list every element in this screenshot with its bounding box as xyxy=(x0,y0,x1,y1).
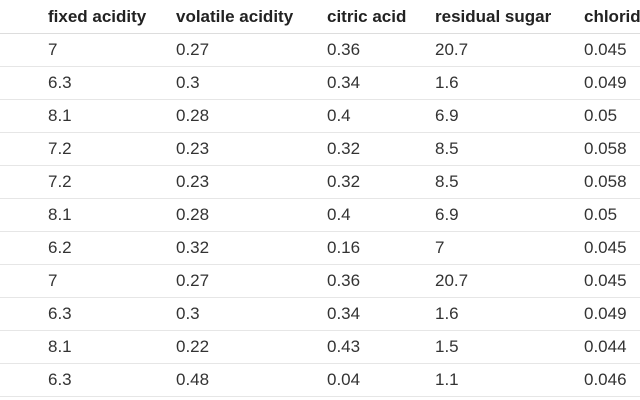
table-cell: 0.32 xyxy=(319,165,427,199)
row-index-cell xyxy=(0,297,40,331)
table-cell: 6.9 xyxy=(427,99,576,133)
row-index-cell xyxy=(0,330,40,364)
table-cell: 6.3 xyxy=(40,66,168,100)
table-row: 7.2 0.23 0.32 8.5 0.058 xyxy=(0,165,640,199)
column-header-residual-sugar[interactable]: residual sugar xyxy=(427,0,576,34)
row-index-cell xyxy=(0,264,40,298)
table-cell: 0.045 xyxy=(576,231,640,265)
table-cell: 0.28 xyxy=(168,99,319,133)
row-index-cell xyxy=(0,99,40,133)
table-cell: 0.045 xyxy=(576,264,640,298)
table-cell: 20.7 xyxy=(427,264,576,298)
table-cell: 0.058 xyxy=(576,132,640,166)
table-cell: 0.05 xyxy=(576,99,640,133)
table-row: 7.2 0.23 0.32 8.5 0.058 xyxy=(0,132,640,166)
table-row: 7 0.27 0.36 20.7 0.045 xyxy=(0,264,640,298)
table-cell: 0.36 xyxy=(319,264,427,298)
table-cell: 0.044 xyxy=(576,330,640,364)
table-cell: 0.23 xyxy=(168,165,319,199)
table-cell: 0.23 xyxy=(168,132,319,166)
table-cell: 0.36 xyxy=(319,33,427,67)
column-header-chlorides[interactable]: chlorides xyxy=(576,0,640,34)
table-cell: 0.28 xyxy=(168,198,319,232)
table-cell: 6.3 xyxy=(40,363,168,397)
index-header xyxy=(0,0,40,34)
table-row: 6.3 0.3 0.34 1.6 0.049 xyxy=(0,66,640,100)
table-cell: 1.6 xyxy=(427,297,576,331)
table-cell: 0.32 xyxy=(168,231,319,265)
table-cell: 0.058 xyxy=(576,165,640,199)
table-cell: 8.1 xyxy=(40,330,168,364)
table-body: 7 0.27 0.36 20.7 0.045 6.3 0.3 0.34 1.6 0.049 8.1 0… xyxy=(0,33,640,397)
row-index-cell xyxy=(0,132,40,166)
table-cell: 0.3 xyxy=(168,66,319,100)
table-cell: 6.3 xyxy=(40,297,168,331)
table-row: 6.3 0.3 0.34 1.6 0.049 xyxy=(0,297,640,331)
table-cell: 7 xyxy=(40,33,168,67)
table-cell: 0.05 xyxy=(576,198,640,232)
table-row: 6.2 0.32 0.16 7 0.045 xyxy=(0,231,640,265)
header-row: fixed acidity volatile acidity citric ac… xyxy=(0,0,640,34)
row-index-cell xyxy=(0,33,40,67)
table-cell: 8.1 xyxy=(40,99,168,133)
table-cell: 0.049 xyxy=(576,66,640,100)
table-cell: 8.5 xyxy=(427,165,576,199)
column-header-volatile-acidity[interactable]: volatile acidity xyxy=(168,0,319,34)
table-cell: 8.5 xyxy=(427,132,576,166)
table-cell: 1.6 xyxy=(427,66,576,100)
table-cell: 0.4 xyxy=(319,99,427,133)
table-cell: 6.2 xyxy=(40,231,168,265)
table-cell: 0.27 xyxy=(168,33,319,67)
table-row: 8.1 0.28 0.4 6.9 0.05 xyxy=(0,198,640,232)
table-row: 6.3 0.48 0.04 1.1 0.046 xyxy=(0,363,640,397)
table-cell: 7 xyxy=(40,264,168,298)
table-header: fixed acidity volatile acidity citric ac… xyxy=(0,0,640,34)
table-cell: 1.5 xyxy=(427,330,576,364)
table-cell: 0.4 xyxy=(319,198,427,232)
table-row: 7 0.27 0.36 20.7 0.045 xyxy=(0,33,640,67)
table-cell: 6.9 xyxy=(427,198,576,232)
table-cell: 8.1 xyxy=(40,198,168,232)
table-cell: 0.045 xyxy=(576,33,640,67)
table-cell: 7 xyxy=(427,231,576,265)
table-cell: 0.3 xyxy=(168,297,319,331)
table-cell: 0.34 xyxy=(319,297,427,331)
table-cell: 1.1 xyxy=(427,363,576,397)
table-cell: 0.049 xyxy=(576,297,640,331)
table-cell: 0.046 xyxy=(576,363,640,397)
table-cell: 7.2 xyxy=(40,165,168,199)
row-index-cell xyxy=(0,231,40,265)
column-header-fixed-acidity[interactable]: fixed acidity xyxy=(40,0,168,34)
table-cell: 0.16 xyxy=(319,231,427,265)
table-cell: 0.43 xyxy=(319,330,427,364)
row-index-cell xyxy=(0,165,40,199)
row-index-cell xyxy=(0,363,40,397)
table-cell: 0.32 xyxy=(319,132,427,166)
table-row: 8.1 0.22 0.43 1.5 0.044 xyxy=(0,330,640,364)
table-cell: 0.48 xyxy=(168,363,319,397)
table-row: 8.1 0.28 0.4 6.9 0.05 xyxy=(0,99,640,133)
table-cell: 0.04 xyxy=(319,363,427,397)
column-header-citric-acid[interactable]: citric acid xyxy=(319,0,427,34)
table-cell: 20.7 xyxy=(427,33,576,67)
table-cell: 7.2 xyxy=(40,132,168,166)
table-cell: 0.34 xyxy=(319,66,427,100)
row-index-cell xyxy=(0,198,40,232)
row-index-cell xyxy=(0,66,40,100)
table-cell: 0.27 xyxy=(168,264,319,298)
table-cell: 0.22 xyxy=(168,330,319,364)
